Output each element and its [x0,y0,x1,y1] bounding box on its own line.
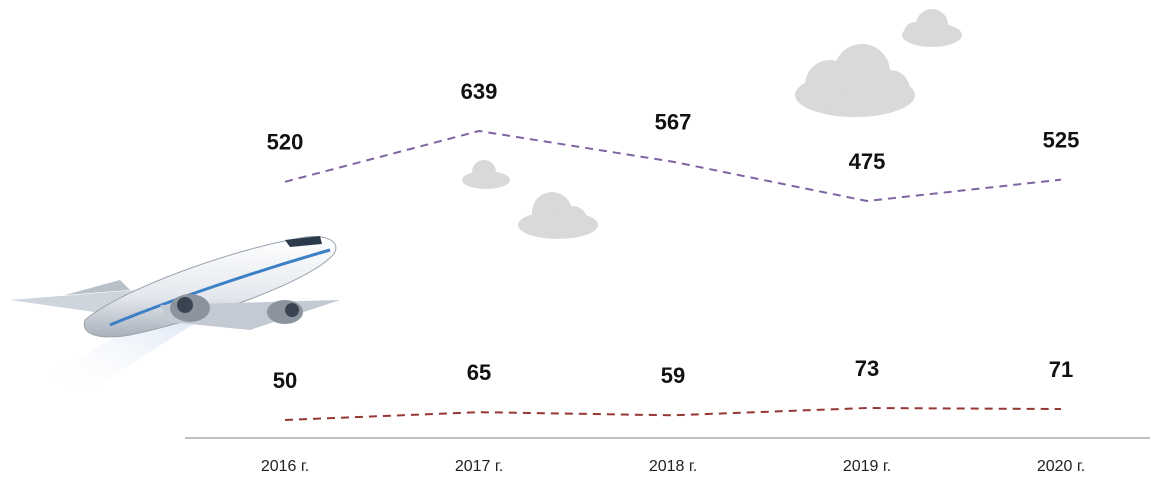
series-line [284,406,1062,421]
data-label: 639 [461,79,498,104]
data-label: 50 [273,368,297,393]
data-label: 567 [655,110,692,135]
x-tick-label: 2020 г. [1037,458,1085,475]
data-label: 65 [467,360,491,385]
data-label: 520 [267,130,304,155]
airplane [10,236,340,390]
data-label: 59 [661,363,685,388]
data-label: 71 [1049,357,1073,382]
clouds [462,9,962,239]
x-tick-label: 2016 г. [261,458,309,475]
x-tick-label: 2017 г. [455,458,503,475]
x-tick-label: 2018 г. [649,458,697,475]
x-tick-label: 2019 г. [843,458,891,475]
data-label: 475 [849,149,886,174]
series-line [284,129,1062,203]
data-label: 525 [1043,127,1080,152]
data-label: 73 [855,356,879,381]
